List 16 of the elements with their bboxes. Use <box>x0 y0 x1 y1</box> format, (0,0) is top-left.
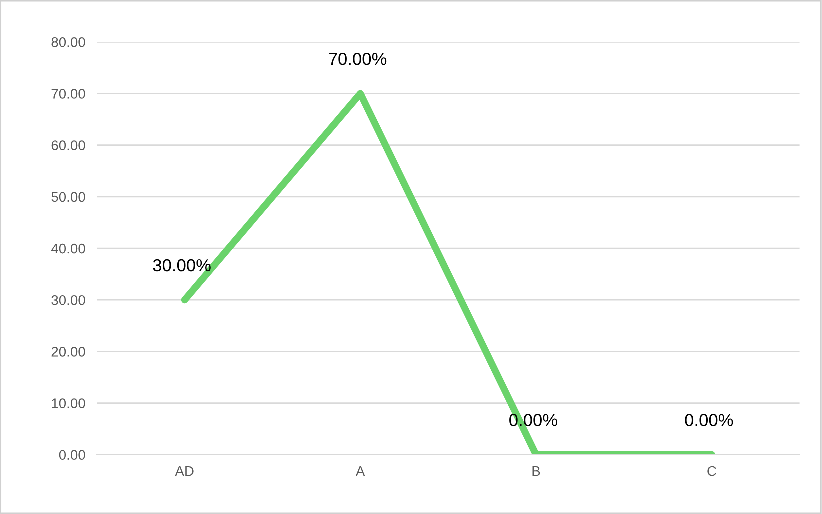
x-tick-label: A <box>356 466 366 476</box>
y-tick-label: 20.00 <box>52 347 86 357</box>
x-tick-label: B <box>532 466 540 476</box>
y-tick-label: 70.00 <box>52 89 86 99</box>
y-tick-label: 50.00 <box>52 192 86 202</box>
y-tick-label: 0.00 <box>59 450 86 460</box>
y-tick-label: 60.00 <box>52 140 86 151</box>
y-tick-label: 10.00 <box>52 398 86 408</box>
data-label: 30.00% <box>153 259 211 272</box>
data-label: 70.00% <box>329 53 387 66</box>
data-label: 0.00% <box>685 414 734 426</box>
y-tick-label: 80.00 <box>52 37 86 48</box>
x-tick-label: C <box>708 466 716 476</box>
x-tick-label: AD <box>175 466 194 476</box>
y-tick-label: 30.00 <box>52 295 86 306</box>
y-tick-label: 40.00 <box>51 244 86 254</box>
